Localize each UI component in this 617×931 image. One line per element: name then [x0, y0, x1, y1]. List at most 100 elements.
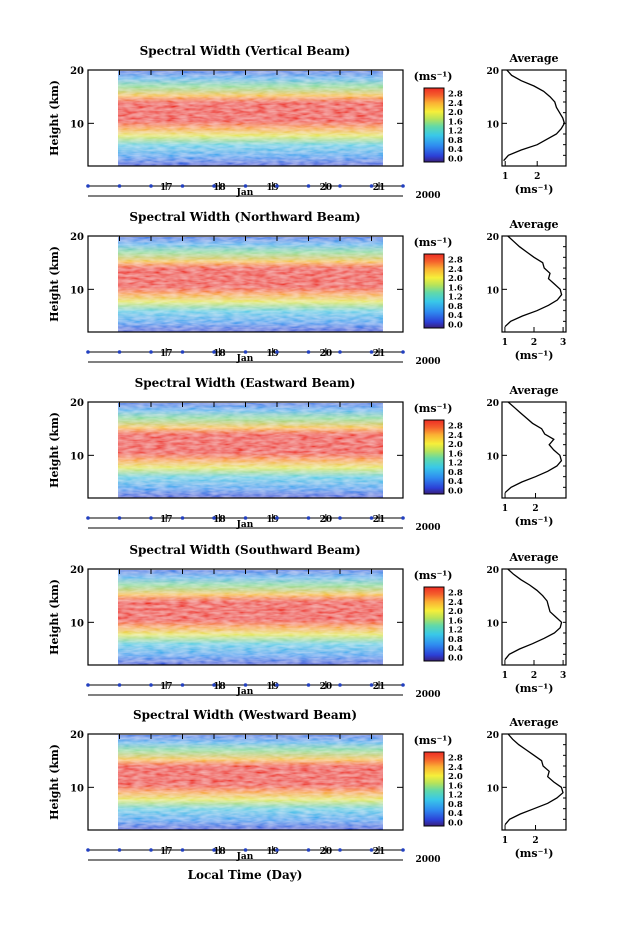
time-marker	[149, 350, 153, 354]
colorbar-unit: (ms⁻¹)	[414, 70, 453, 83]
average-y-tick-label: 20	[486, 233, 499, 243]
x-tick-label: 20	[320, 349, 333, 359]
colorbar-tick-label: 0.0	[448, 320, 463, 330]
x-tick-label: 19	[266, 847, 279, 857]
average-y-tick-label: 10	[486, 784, 499, 794]
time-marker	[401, 683, 405, 687]
year-label: 2000	[415, 690, 440, 700]
time-marker	[180, 350, 185, 354]
x-tick-label: 17	[160, 515, 173, 525]
colorbar-tick-label: 1.2	[448, 293, 463, 303]
time-marker	[401, 350, 405, 354]
time-marker	[117, 848, 122, 852]
time-marker	[369, 848, 374, 852]
panel-2: Spectral Width (Eastward Beam) 10 20 Height…	[48, 376, 567, 533]
colorbar	[423, 586, 445, 662]
colorbar	[423, 751, 445, 827]
colorbar-tick-label: 2.8	[448, 754, 463, 764]
time-marker	[243, 350, 248, 354]
time-marker	[401, 184, 405, 188]
x-axis-label: Local Time (Day)	[188, 868, 303, 882]
average-x-tick-label: 1	[502, 172, 508, 182]
heatmap-field	[118, 237, 383, 332]
colorbar-tick-label: 0.0	[448, 154, 463, 164]
time-marker	[212, 683, 216, 687]
y-tick-label: 20	[70, 565, 84, 576]
time-marker	[243, 683, 248, 687]
panel-title: Spectral Width (Southward Beam)	[129, 543, 360, 557]
time-marker	[306, 848, 311, 852]
time-marker	[212, 516, 216, 520]
y-tick-label: 10	[70, 618, 84, 629]
average-y-tick-label: 10	[486, 452, 499, 462]
x-tick-label: 21	[373, 682, 386, 692]
colorbar-tick-label: 2.4	[448, 265, 463, 275]
time-marker	[180, 848, 185, 852]
y-tick-label: 20	[70, 730, 84, 741]
x-tick-label: 21	[373, 847, 386, 857]
colorbar-tick-label: 0.0	[448, 818, 463, 828]
colorbar-tick-label: 1.6	[448, 449, 463, 459]
time-marker	[180, 184, 185, 188]
time-marker	[86, 683, 90, 687]
time-marker	[180, 516, 185, 520]
heatmap-field	[118, 735, 383, 830]
x-tick-label: 17	[160, 847, 173, 857]
y-tick-label: 10	[70, 451, 84, 462]
y-tick-label: 20	[70, 398, 84, 409]
month-label: Jan	[236, 852, 254, 862]
colorbar-unit: (ms⁻¹)	[414, 569, 453, 582]
colorbar-unit: (ms⁻¹)	[414, 236, 453, 249]
colorbar-tick-label: 1.2	[448, 459, 463, 469]
panel-title: Spectral Width (Northward Beam)	[129, 210, 360, 224]
x-tick-label: 18	[213, 515, 226, 525]
time-marker	[243, 516, 248, 520]
average-frame	[501, 235, 567, 333]
average-title: Average	[508, 716, 558, 729]
x-tick-label: 17	[160, 349, 173, 359]
y-tick-label: 20	[70, 232, 84, 243]
heatmap-field	[118, 71, 383, 166]
colorbar-tick-label: 0.8	[448, 800, 463, 810]
colorbar-tick-label: 2.8	[448, 589, 463, 599]
x-tick-label: 21	[373, 349, 386, 359]
x-tick-label: 17	[160, 183, 173, 193]
time-marker	[275, 350, 279, 354]
average-title: Average	[508, 551, 558, 564]
y-axis-label: Height (km)	[48, 246, 61, 322]
panel-title: Spectral Width (Westward Beam)	[133, 708, 357, 722]
average-frame	[501, 733, 567, 831]
colorbar-tick-label: 0.4	[448, 644, 463, 654]
panel-4: Spectral Width (Westward Beam) 10 20 Height…	[48, 708, 567, 865]
x-tick-label: 20	[320, 847, 333, 857]
panel-0: Spectral Width (Vertical Beam) 10 20 Height…	[48, 44, 567, 201]
average-profile-line	[504, 401, 563, 494]
y-axis-label: Height (km)	[48, 744, 61, 820]
average-x-label: (ms⁻¹)	[515, 183, 554, 196]
colorbar	[423, 419, 445, 495]
panel-title: Spectral Width (Vertical Beam)	[140, 44, 351, 58]
colorbar-tick-label: 0.4	[448, 477, 463, 487]
time-marker	[275, 683, 279, 687]
colorbar-tick-label: 0.4	[448, 311, 463, 321]
average-profile-line	[503, 69, 566, 162]
average-y-tick-label: 20	[486, 731, 499, 741]
colorbar-tick-label: 0.0	[448, 653, 463, 663]
x-tick-label: 21	[373, 183, 386, 193]
colorbar-unit: (ms⁻¹)	[414, 734, 453, 747]
average-profile-line	[504, 568, 563, 661]
average-x-label: (ms⁻¹)	[515, 515, 554, 528]
time-marker	[275, 848, 279, 852]
average-x-tick-label: 2	[531, 338, 537, 348]
average-title: Average	[508, 384, 558, 397]
x-tick-label: 18	[213, 847, 226, 857]
y-tick-label: 10	[70, 119, 84, 130]
colorbar-tick-label: 2.4	[448, 763, 463, 773]
x-tick-label: 20	[320, 515, 333, 525]
time-marker	[86, 184, 90, 188]
time-marker	[212, 350, 216, 354]
time-marker	[243, 184, 248, 188]
y-tick-label: 20	[70, 66, 84, 77]
colorbar-tick-label: 2.0	[448, 274, 463, 284]
